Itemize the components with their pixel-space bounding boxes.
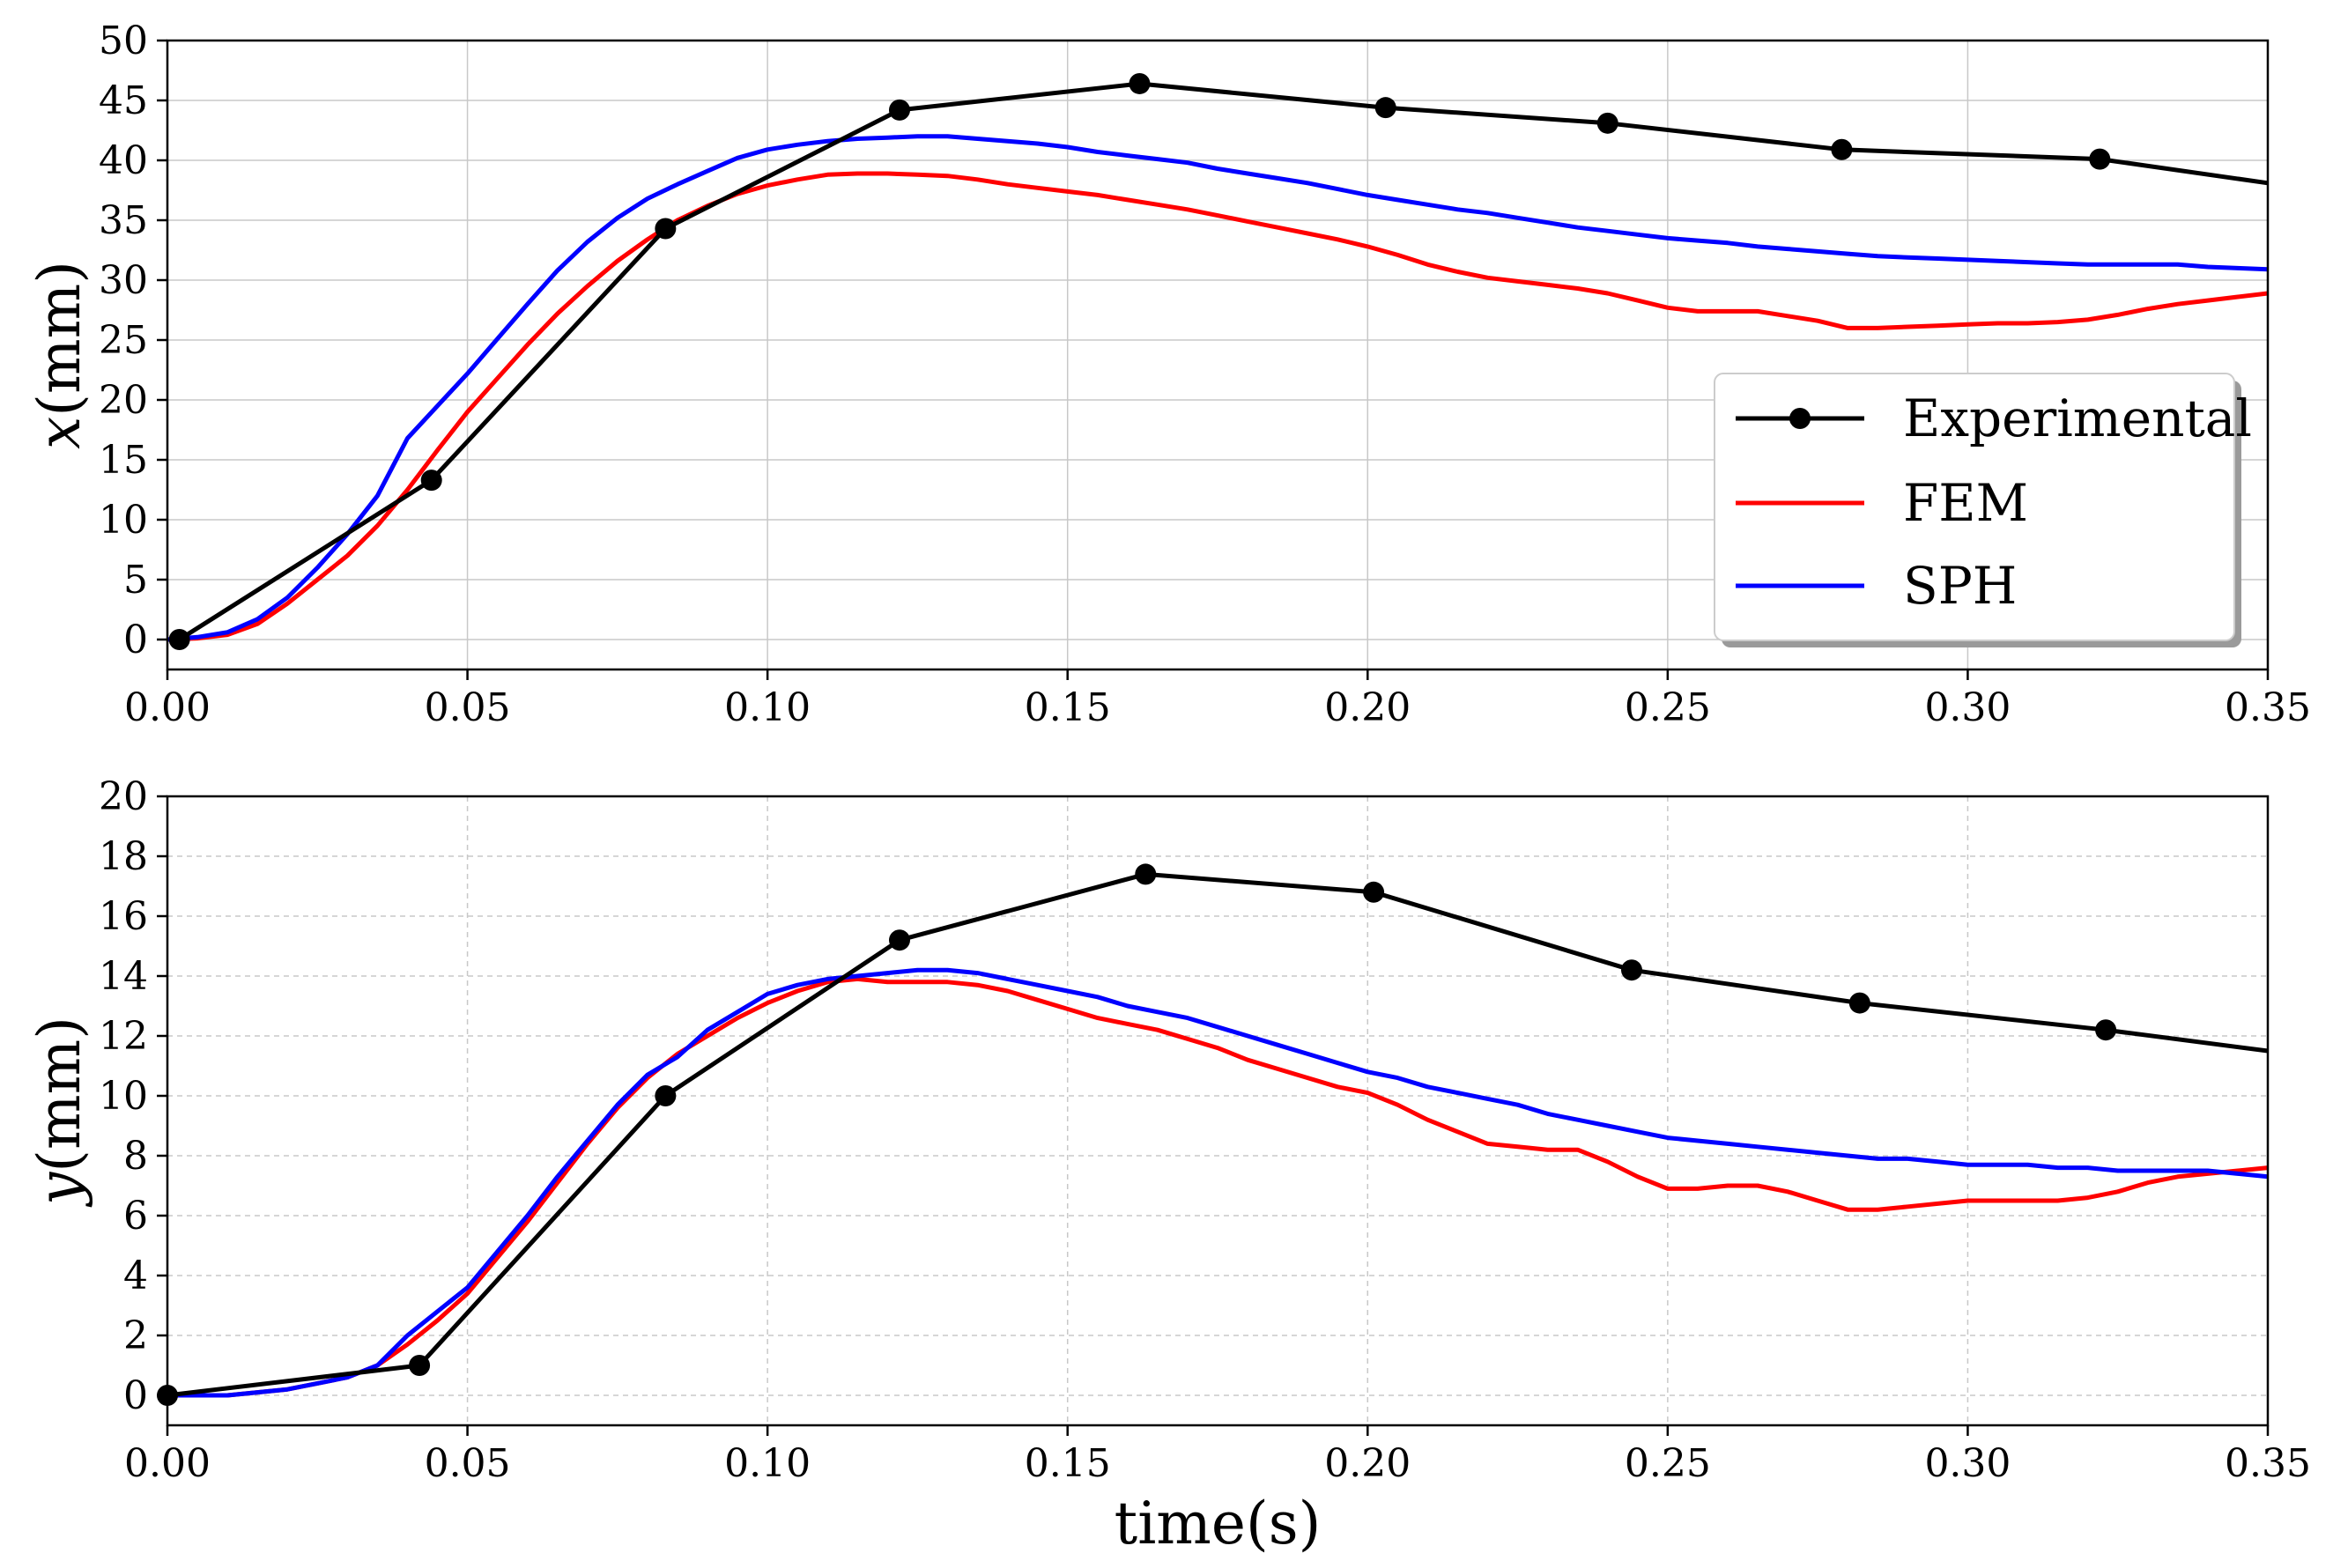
y-panel-x-tick-label: 0.20 — [1324, 1441, 1411, 1486]
x-panel-y-tick-label: 40 — [99, 138, 148, 183]
x-panel-experimental-point — [888, 99, 910, 121]
x-panel-series — [167, 72, 2269, 650]
x-panel-experimental-point — [655, 218, 677, 240]
x-axis-label: time(s) — [1115, 1490, 1322, 1557]
x-panel-y-ticks: 0 5 10 15 20 25 30 35 40 45 50 — [99, 18, 167, 662]
x-panel-frame — [166, 39, 2270, 671]
y-panel-experimental-point — [888, 929, 910, 951]
legend-marker-experimental — [1789, 408, 1811, 429]
y-panel-y-tick-label: 12 — [99, 1014, 148, 1059]
y-panel-y-tick-label: 0 — [123, 1373, 148, 1418]
y-panel-frame — [166, 795, 2270, 1427]
x-panel-x-tick-label: 0.10 — [724, 685, 811, 730]
y-panel-series-fem — [167, 976, 2269, 1398]
y-panel-experimental-point — [1848, 992, 1870, 1014]
x-panel-y-tick-label: 25 — [99, 318, 148, 363]
x-panel-x-tick-label: 0.30 — [1924, 685, 2011, 730]
x-panel-y-tick-label: 10 — [99, 498, 148, 543]
y-panel-x-tick-label: 0.05 — [425, 1441, 511, 1486]
y-panel-y-tick-label: 6 — [123, 1194, 148, 1239]
x-panel-experimental-point — [420, 470, 442, 492]
legend-label-experimental: Experimental — [1903, 388, 2252, 448]
y-panel-y-axis-variable: y — [26, 1172, 93, 1208]
x-panel-x-tick-label: 0.20 — [1324, 685, 1411, 730]
y-panel-y-tick-label: 4 — [123, 1254, 148, 1298]
y-panel-x-ticks: 0.00 0.05 0.10 0.15 0.20 0.25 0.30 0.35 — [124, 1425, 2311, 1486]
x-panel-y-axis-unit: (mm) — [26, 261, 93, 417]
y-panel-y-axis-unit: (mm) — [26, 1017, 93, 1172]
x-panel-series-sph — [167, 134, 2269, 642]
y-panel-y-tick-label: 14 — [99, 954, 148, 999]
y-panel-x-tick-label: 0.10 — [724, 1441, 811, 1486]
x-panel-y-tick-label: 20 — [99, 378, 148, 423]
legend-label-sph: SPH — [1903, 556, 2017, 616]
y-panel-series-sph — [167, 967, 2269, 1398]
legend-box — [1714, 373, 2235, 641]
y-panel-x-tick-label: 0.30 — [1924, 1441, 2011, 1486]
y-panel-experimental-point — [1135, 863, 1157, 885]
y-panel-y-tick-label: 16 — [99, 894, 148, 939]
y-panel-experimental-point — [2095, 1019, 2117, 1041]
y-panel-y-tick-label: 20 — [99, 774, 148, 819]
legend-label-fem: FEM — [1903, 473, 2028, 533]
x-displacement-panel: 0.00 0.05 0.10 0.15 0.20 0.25 0.30 0.35 0 5 10 15 2… — [26, 18, 2311, 730]
x-panel-x-tick-label: 0.00 — [124, 685, 211, 730]
x-panel-y-tick-label: 35 — [99, 198, 148, 243]
x-panel-experimental-point — [1831, 138, 1853, 160]
y-panel-series-experimental — [167, 871, 2269, 1398]
x-panel-x-ticks: 0.00 0.05 0.10 0.15 0.20 0.25 0.30 0.35 — [124, 669, 2311, 730]
x-panel-experimental-point — [1596, 112, 1618, 134]
y-panel-y-tick-label: 2 — [123, 1313, 148, 1358]
x-panel-y-tick-label: 45 — [99, 78, 148, 123]
y-panel-y-tick-label: 10 — [99, 1074, 148, 1119]
y-panel-series — [157, 863, 2269, 1406]
x-panel-x-tick-label: 0.35 — [2225, 685, 2311, 730]
x-panel-y-tick-label: 0 — [123, 618, 148, 662]
legend-entry-sph: SPH — [1736, 556, 2017, 616]
y-panel-y-tick-label: 8 — [123, 1134, 148, 1179]
x-panel-y-tick-label: 50 — [99, 18, 148, 63]
x-panel-experimental-point — [2089, 148, 2111, 170]
y-panel-experimental-point — [655, 1085, 677, 1106]
legend: Experimental FEM SPH — [1714, 373, 2252, 647]
x-panel-series-experimental — [178, 81, 2269, 642]
x-panel-x-tick-label: 0.15 — [1025, 685, 1111, 730]
y-panel-y-tick-label: 18 — [99, 834, 148, 879]
y-panel-x-tick-label: 0.15 — [1025, 1441, 1111, 1486]
x-panel-series-fem — [167, 171, 2269, 642]
legend-entry-experimental: Experimental — [1736, 388, 2252, 448]
x-panel-experimental-point — [168, 629, 190, 650]
y-panel-x-tick-label: 0.35 — [2225, 1441, 2311, 1486]
x-panel-y-axis-label: x(mm) — [26, 261, 93, 449]
y-panel-experimental-point — [1363, 881, 1385, 903]
y-panel-x-tick-label: 0.00 — [124, 1441, 211, 1486]
y-panel-experimental-point — [409, 1355, 431, 1376]
y-panel-x-tick-label: 0.25 — [1625, 1441, 1711, 1486]
x-panel-x-tick-label: 0.25 — [1625, 685, 1711, 730]
legend-entry-fem: FEM — [1736, 473, 2028, 533]
x-panel-y-tick-label: 5 — [123, 558, 148, 603]
y-panel-y-axis-label: y(mm) — [26, 1017, 93, 1208]
x-panel-experimental-point — [1374, 97, 1396, 119]
x-panel-y-tick-label: 15 — [99, 438, 148, 483]
y-panel-experimental-point — [1620, 959, 1642, 981]
y-panel-y-ticks: 0 2 4 6 8 10 12 14 16 18 20 — [99, 774, 167, 1418]
x-panel-y-tick-label: 30 — [99, 258, 148, 303]
x-panel-y-axis-variable: x — [26, 417, 93, 449]
x-panel-x-tick-label: 0.05 — [425, 685, 511, 730]
x-panel-experimental-point — [1129, 72, 1151, 94]
y-displacement-panel: 0.00 0.05 0.10 0.15 0.20 0.25 0.30 0.35 0 2 4 6 8 10… — [26, 774, 2311, 1557]
